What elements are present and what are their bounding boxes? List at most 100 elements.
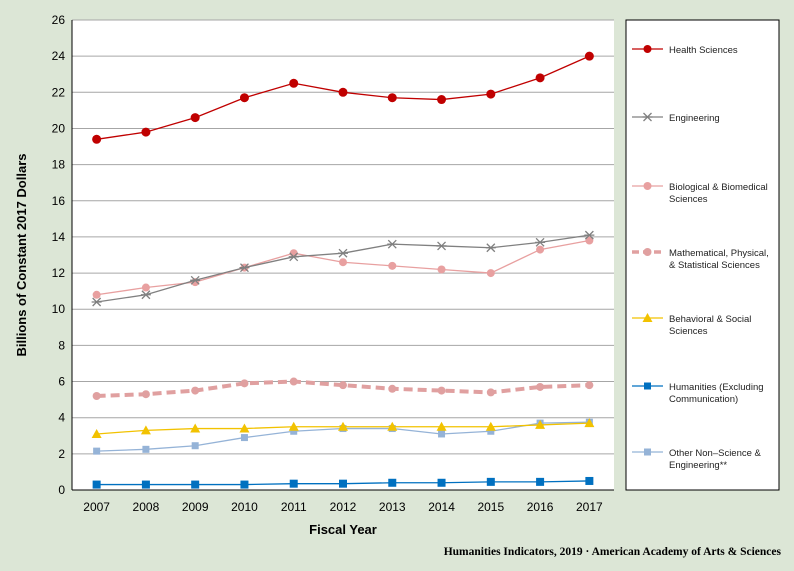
x-tick-labels: 2007 2008 2009 2010 2011 2012 2013 2014 2015 2016… bbox=[83, 500, 603, 514]
point-marker bbox=[436, 421, 447, 431]
point-marker bbox=[585, 476, 594, 485]
point-marker bbox=[191, 480, 200, 489]
point-marker bbox=[289, 377, 298, 386]
legend-label: Communication) bbox=[669, 394, 738, 405]
point-marker bbox=[91, 297, 102, 307]
legend-label: Mathematical, Physical, bbox=[669, 248, 769, 259]
legend-label: Engineering** bbox=[669, 460, 727, 471]
legend-label: & Statistical Sciences bbox=[669, 260, 760, 271]
point-marker bbox=[437, 95, 447, 105]
point-marker bbox=[141, 283, 150, 292]
y-tick-label: 22 bbox=[52, 85, 66, 99]
point-marker bbox=[644, 382, 651, 390]
legend-item: Health Sciences bbox=[632, 45, 738, 56]
point-marker bbox=[288, 421, 299, 431]
point-marker bbox=[486, 388, 495, 397]
point-marker bbox=[91, 428, 102, 438]
point-marker bbox=[142, 445, 150, 453]
y-tick-label: 16 bbox=[52, 194, 66, 208]
x-tick-label: 2010 bbox=[231, 500, 258, 514]
legend-item: Other Non–Science &Engineering** bbox=[632, 448, 762, 471]
y-tick-label: 24 bbox=[52, 49, 66, 63]
series-3 bbox=[92, 377, 594, 400]
point-marker bbox=[584, 51, 594, 61]
plot-area bbox=[72, 20, 614, 490]
x-tick-label: 2012 bbox=[330, 500, 357, 514]
legend-item: Engineering bbox=[632, 112, 720, 124]
point-marker bbox=[239, 93, 249, 103]
point-marker bbox=[191, 386, 200, 395]
legend-label: Behavioral & Social bbox=[669, 314, 751, 325]
point-marker bbox=[642, 313, 653, 322]
y-tick-label: 14 bbox=[52, 230, 66, 244]
point-marker bbox=[289, 479, 298, 488]
series-layer bbox=[91, 51, 595, 489]
point-marker bbox=[388, 261, 397, 270]
x-tick-label: 2009 bbox=[182, 500, 209, 514]
point-marker bbox=[438, 430, 446, 438]
point-marker bbox=[585, 381, 594, 390]
point-marker bbox=[140, 425, 151, 435]
point-marker bbox=[584, 418, 595, 428]
point-marker bbox=[643, 248, 652, 256]
point-marker bbox=[289, 78, 299, 88]
legend-label: Engineering bbox=[669, 113, 720, 124]
x-tick-label: 2008 bbox=[133, 500, 160, 514]
point-marker bbox=[536, 477, 545, 486]
point-marker bbox=[338, 421, 348, 431]
point-marker bbox=[535, 73, 545, 83]
gridlines bbox=[71, 19, 614, 491]
point-marker bbox=[338, 87, 348, 97]
point-marker bbox=[288, 252, 299, 262]
point-marker bbox=[92, 392, 101, 400]
series-markers bbox=[91, 418, 595, 438]
point-marker bbox=[339, 381, 347, 390]
point-marker bbox=[584, 230, 595, 240]
point-marker bbox=[141, 127, 151, 137]
point-marker bbox=[339, 479, 347, 488]
point-marker bbox=[485, 243, 496, 253]
y-tick-label: 26 bbox=[52, 13, 66, 27]
point-marker bbox=[387, 421, 398, 431]
point-marker bbox=[240, 480, 249, 489]
point-marker bbox=[486, 477, 495, 486]
legend-item: Mathematical, Physical,& Statistical Sci… bbox=[632, 248, 769, 271]
point-marker bbox=[190, 275, 201, 285]
point-marker bbox=[92, 134, 102, 144]
y-tick-label: 8 bbox=[58, 338, 65, 352]
point-marker bbox=[338, 248, 348, 258]
y-tick-label: 2 bbox=[58, 447, 65, 461]
series-markers bbox=[92, 476, 594, 489]
point-marker bbox=[436, 241, 447, 251]
point-marker bbox=[487, 427, 495, 435]
y-tick-label: 20 bbox=[52, 121, 66, 135]
point-marker bbox=[240, 379, 249, 388]
point-marker bbox=[536, 245, 545, 254]
point-marker bbox=[643, 182, 652, 190]
point-marker bbox=[387, 93, 397, 103]
point-marker bbox=[485, 421, 496, 431]
point-marker bbox=[92, 290, 101, 299]
point-marker bbox=[239, 423, 250, 433]
legend-label: Sciences bbox=[669, 326, 708, 337]
series-0 bbox=[92, 51, 594, 144]
series-markers bbox=[92, 51, 594, 144]
point-marker bbox=[388, 478, 397, 487]
x-tick-label: 2017 bbox=[576, 500, 603, 514]
point-marker bbox=[585, 236, 594, 245]
series-markers bbox=[91, 230, 595, 307]
point-marker bbox=[486, 269, 495, 278]
x-axis-title: Fiscal Year bbox=[309, 522, 377, 537]
legend-label: Humanities (Excluding bbox=[669, 382, 764, 393]
series-5 bbox=[92, 476, 594, 489]
point-marker bbox=[240, 434, 248, 442]
y-tick-label: 12 bbox=[52, 266, 66, 280]
y-tick-label: 0 bbox=[58, 483, 65, 497]
point-marker bbox=[437, 386, 446, 395]
point-marker bbox=[92, 480, 101, 489]
x-tick-label: 2007 bbox=[83, 500, 110, 514]
point-marker bbox=[437, 478, 446, 487]
series-markers bbox=[92, 377, 594, 400]
